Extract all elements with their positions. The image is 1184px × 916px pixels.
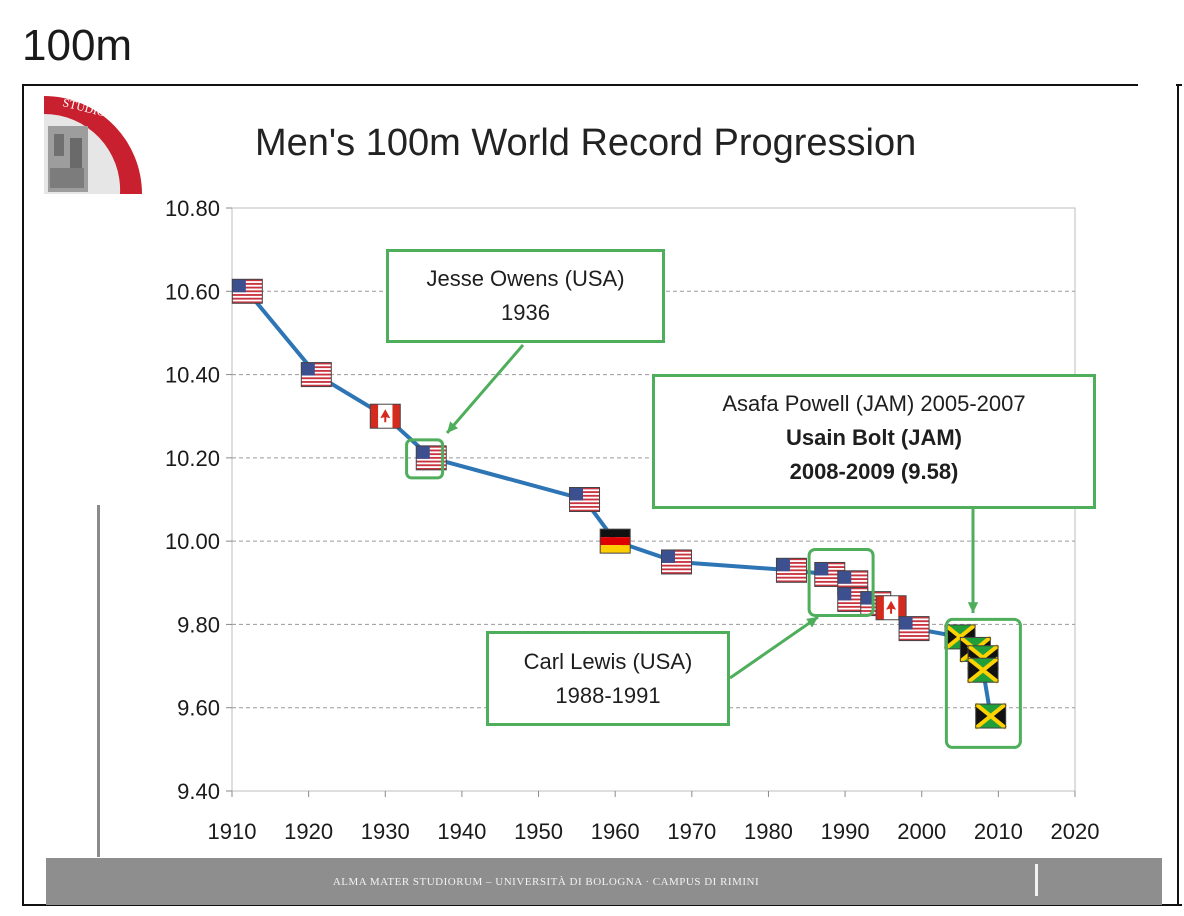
bolt-arrow-head — [967, 602, 979, 613]
x-tick-label: 1910 — [208, 819, 257, 844]
x-tick-label: 2010 — [974, 819, 1023, 844]
powell-line: Asafa Powell (JAM) 2005-2007 — [722, 391, 1026, 416]
footer-bar: ALMA MATER STUDIORUM – UNIVERSITÀ DI BOL… — [46, 858, 1162, 905]
flag-usa-marker — [898, 616, 930, 642]
footer-divider — [1035, 864, 1038, 896]
x-tick-label: 1980 — [744, 819, 793, 844]
lewis-name: Carl Lewis (USA) — [523, 649, 693, 674]
owens-annotation: Jesse Owens (USA) 1936 — [386, 249, 665, 343]
x-tick-label: 1960 — [591, 819, 640, 844]
y-tick-label: 10.60 — [165, 279, 220, 304]
lewis-years: 1988-1991 — [555, 683, 661, 708]
x-tick-label: 1940 — [437, 819, 486, 844]
owens-arrow — [445, 344, 525, 434]
flag-jam-marker — [966, 656, 1000, 684]
y-tick-label: 10.00 — [165, 529, 220, 554]
flag-usa-marker — [569, 487, 601, 512]
y-tick-label: 10.80 — [165, 196, 220, 221]
y-tick-label: 9.80 — [177, 612, 220, 637]
flag-ger-marker — [599, 528, 631, 554]
x-tick-label: 1970 — [667, 819, 716, 844]
flag-usa-marker — [300, 362, 332, 388]
flag-usa-marker — [660, 549, 692, 575]
flag-usa-marker — [231, 278, 263, 304]
x-tick-label: 1950 — [514, 819, 563, 844]
owens-year: 1936 — [501, 300, 550, 325]
slide-title: Men's 100m World Record Progression — [255, 122, 917, 164]
bolt-highlight-box — [944, 617, 1022, 749]
flag-jam-marker — [974, 702, 1007, 730]
owens-name: Jesse Owens (USA) — [426, 266, 625, 291]
y-tick-label: 9.40 — [177, 779, 220, 804]
bolt-years: 2008-2009 (9.58) — [789, 459, 959, 484]
x-tick-label: 2000 — [897, 819, 946, 844]
x-tick-label: 1990 — [821, 819, 870, 844]
lewis-arrow — [729, 615, 819, 680]
bolt-name: Usain Bolt (JAM) — [786, 425, 962, 450]
left-rule — [97, 505, 100, 857]
university-seal-logo: STUDIORUM — [44, 95, 142, 194]
lewis-annotation: Carl Lewis (USA) 1988-1991 — [486, 631, 730, 726]
flag-can-marker — [369, 403, 401, 429]
x-tick-label: 2020 — [1051, 819, 1100, 844]
footer-text: ALMA MATER STUDIORUM – UNIVERSITÀ DI BOL… — [332, 876, 760, 888]
y-tick-label: 10.40 — [165, 363, 220, 388]
bolt-annotation: Asafa Powell (JAM) 2005-2007 Usain Bolt … — [652, 374, 1096, 509]
owens-arrow-head — [447, 421, 459, 433]
lewis-highlight-box — [807, 547, 875, 617]
frame-right-edge — [1177, 84, 1179, 906]
y-tick-label: 9.60 — [177, 696, 220, 721]
flag-usa-marker — [775, 557, 807, 583]
y-tick-label: 10.20 — [165, 446, 220, 471]
lewis-arrow-head — [806, 617, 818, 628]
page-heading: 100m — [22, 21, 133, 70]
x-tick-label: 1930 — [361, 819, 410, 844]
flag-can-marker — [875, 595, 907, 621]
slide-frame — [22, 84, 1182, 906]
owens-highlight-box — [405, 438, 445, 480]
frame-gap — [1138, 82, 1176, 88]
x-tick-label: 1920 — [284, 819, 333, 844]
